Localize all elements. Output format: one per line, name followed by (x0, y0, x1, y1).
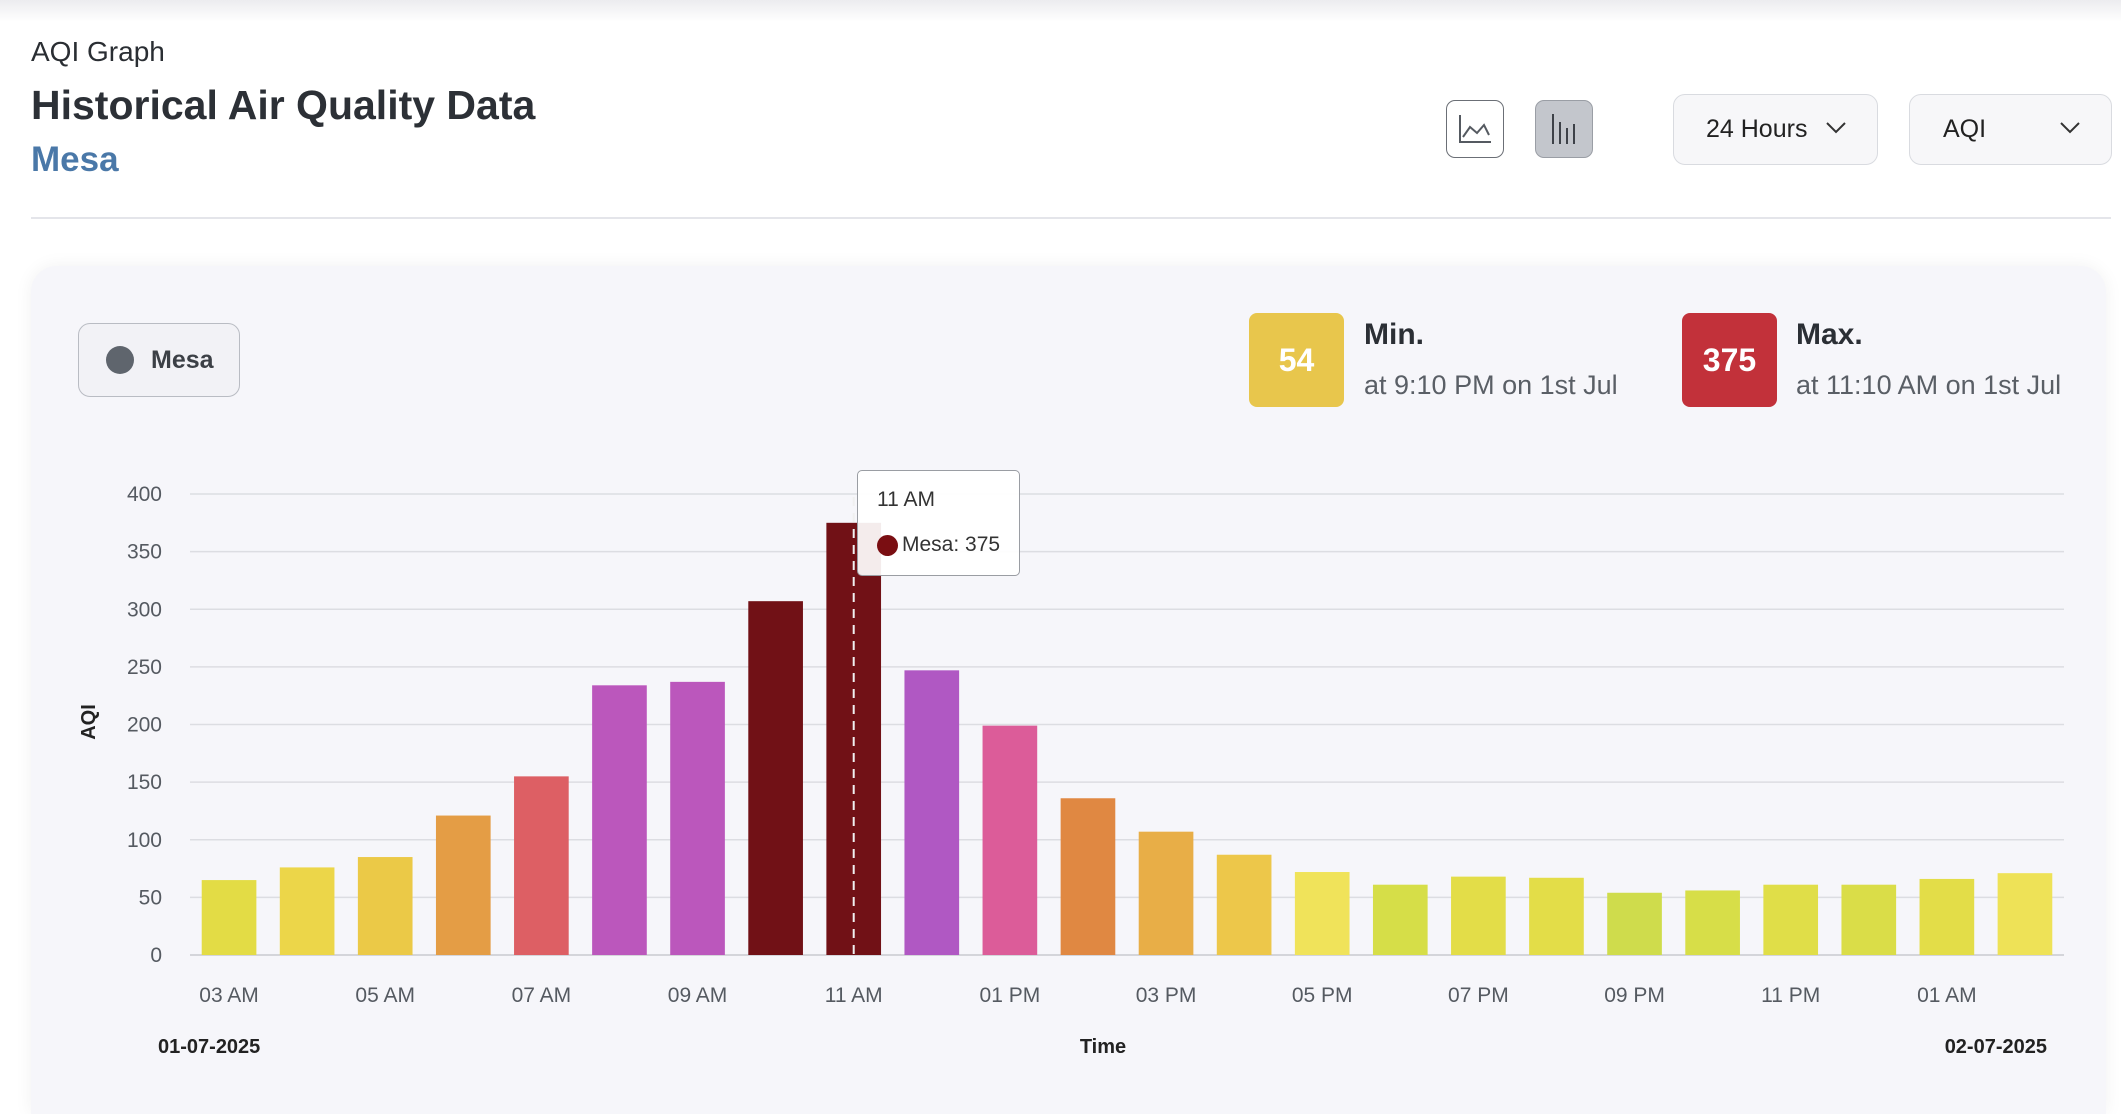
x-tick-label: 11 AM (825, 984, 883, 1007)
bar-chart-button[interactable] (1535, 100, 1593, 158)
max-detail: at 11:10 AM on 1st Jul (1796, 370, 2062, 400)
legend-toggle-mesa[interactable]: Mesa (78, 323, 240, 397)
chevron-down-icon (2060, 122, 2080, 134)
bar-05-pm[interactable] (1294, 872, 1350, 955)
bar-10-am[interactable] (748, 601, 803, 955)
y-tick-label: 100 (127, 829, 162, 852)
chart-card (31, 266, 2106, 1114)
top-shadow (0, 0, 2121, 22)
bar-08-pm[interactable] (1529, 877, 1584, 955)
legend-dot (106, 346, 134, 374)
x-tick-label: 11 PM (1761, 984, 1820, 1007)
page-title: Historical Air Quality Data (31, 82, 536, 128)
bar-12-am[interactable] (1841, 884, 1897, 955)
location-name: Mesa (31, 140, 119, 179)
chevron-down-icon (1826, 122, 1846, 134)
min-value-badge: 54 (1249, 313, 1344, 407)
tooltip-value: Mesa: 375 (902, 533, 1001, 556)
bar-07-am[interactable] (514, 776, 569, 955)
x-tick-label: 03 AM (199, 984, 259, 1007)
x-tick-label: 07 PM (1448, 984, 1509, 1007)
bar-01-pm[interactable] (982, 725, 1038, 955)
y-tick-label: 0 (150, 944, 162, 967)
bar-10-pm[interactable] (1685, 890, 1740, 955)
bar-chart-icon (1552, 114, 1575, 144)
bar-09-am[interactable] (670, 681, 725, 955)
max-label: Max. (1796, 318, 1863, 351)
metric-value: AQI (1943, 115, 1987, 143)
bar-07-pm[interactable] (1451, 876, 1506, 955)
chart-bars (201, 522, 2053, 955)
time-range-select[interactable]: 24 Hours (1673, 94, 1878, 165)
bar-12-pm[interactable] (904, 670, 960, 955)
bar-02-am[interactable] (1997, 873, 2053, 955)
tooltip-title: 11 AM (877, 488, 935, 511)
x-tick-label: 01 AM (1917, 984, 1977, 1007)
x-axis-title: Time (1080, 1036, 1126, 1058)
max-value-badge: 375 (1682, 313, 1777, 407)
y-axis-title: AQI (78, 704, 100, 740)
bar-04-am[interactable] (279, 867, 335, 955)
bar-08-am[interactable] (592, 685, 647, 955)
bar-03-am[interactable] (201, 880, 257, 955)
page-kicker: AQI Graph (31, 36, 165, 67)
end-date-label: 02-07-2025 (1945, 1036, 2047, 1058)
x-tick-label: 01 PM (980, 984, 1041, 1007)
start-date-label: 01-07-2025 (158, 1036, 260, 1058)
bar-02-pm[interactable] (1060, 798, 1116, 955)
min-detail: at 9:10 PM on 1st Jul (1364, 370, 1618, 400)
x-tick-label: 09 AM (668, 984, 728, 1007)
header-divider (31, 217, 2111, 219)
y-tick-label: 400 (127, 483, 162, 506)
x-tick-label: 03 PM (1136, 984, 1197, 1007)
x-tick-label: 07 AM (512, 984, 572, 1007)
chart-grid (190, 493, 2064, 956)
chart-tooltip: 11 AM Mesa: 375 (857, 470, 1020, 576)
bar-04-pm[interactable] (1216, 854, 1272, 955)
y-tick-label: 50 (139, 886, 162, 909)
bar-03-pm[interactable] (1138, 831, 1194, 955)
y-tick-label: 250 (127, 656, 162, 679)
y-tick-label: 300 (127, 598, 162, 621)
y-tick-label: 350 (127, 541, 162, 564)
bar-06-pm[interactable] (1372, 884, 1428, 955)
metric-select[interactable]: AQI (1909, 94, 2112, 165)
y-tick-label: 150 (127, 771, 162, 794)
y-tick-label: 200 (127, 714, 162, 737)
line-chart-button[interactable] (1446, 100, 1504, 158)
x-axis-ticks: 03 AM 05 AM 07 AM 09 AM 11 AM 01 PM 03 PM 05 PM… (199, 984, 1976, 1007)
tooltip-row: Mesa: 375 (877, 533, 1000, 557)
bar-09-pm[interactable] (1607, 892, 1662, 955)
bar-06-am[interactable] (435, 815, 491, 955)
line-chart-icon (1459, 115, 1491, 143)
y-axis-ticks: 0 50 100 150 200 250 300 350 400 (127, 483, 162, 967)
time-range-value: 24 Hours (1706, 115, 1808, 143)
x-tick-label: 05 AM (355, 984, 415, 1007)
bar-05-am[interactable] (357, 857, 413, 955)
x-tick-label: 09 PM (1604, 984, 1665, 1007)
x-tick-label: 05 PM (1292, 984, 1353, 1007)
tooltip-series-dot (877, 534, 898, 556)
bar-11-pm[interactable] (1763, 884, 1819, 955)
min-label: Min. (1364, 318, 1424, 351)
bar-01-am[interactable] (1919, 878, 1975, 955)
legend-label: Mesa (151, 345, 214, 374)
